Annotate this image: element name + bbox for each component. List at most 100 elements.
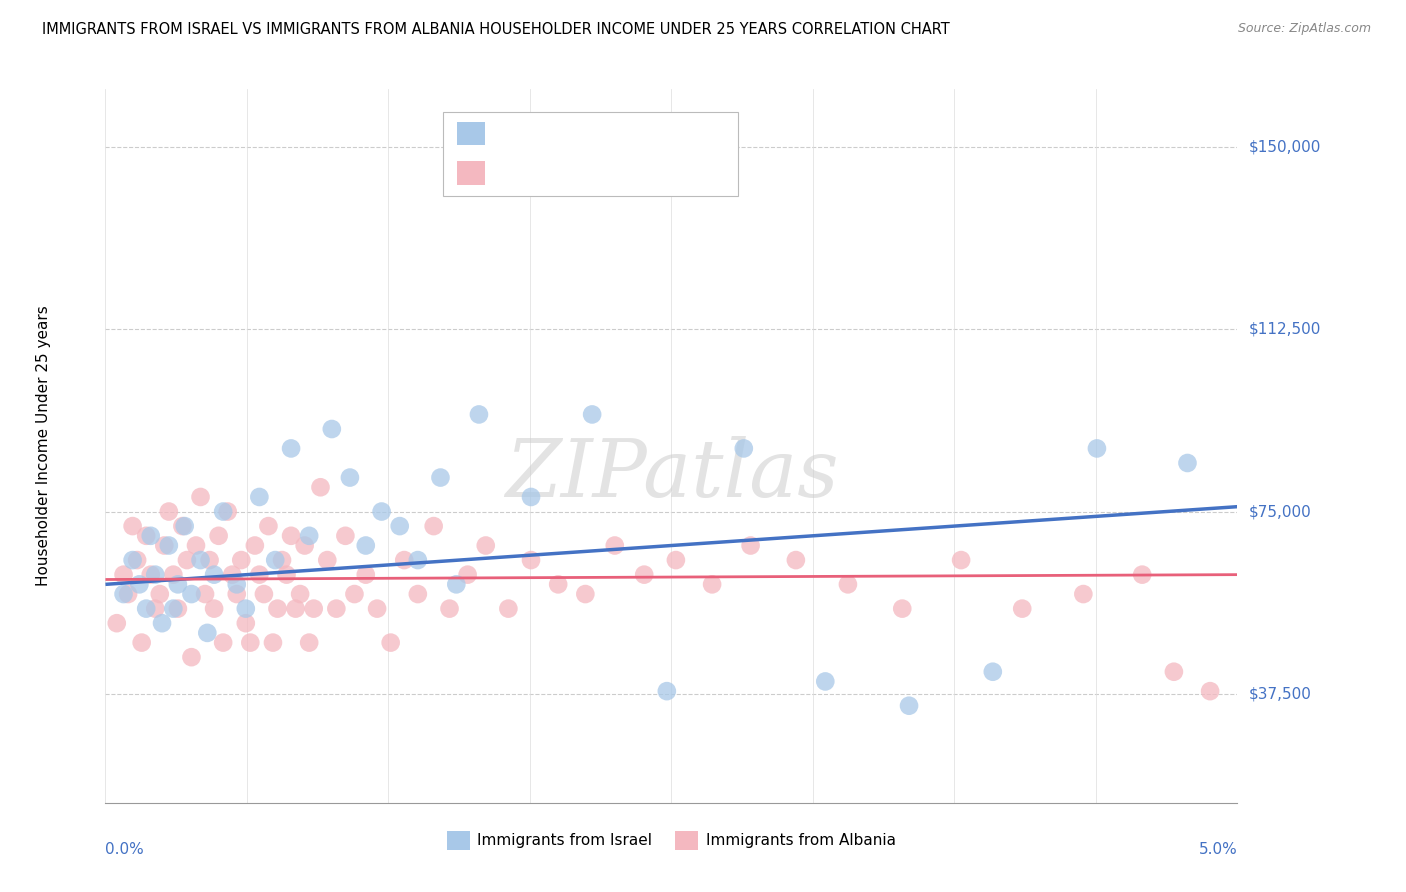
Point xyxy=(167,577,190,591)
Point xyxy=(235,616,257,631)
Point xyxy=(139,567,162,582)
Point xyxy=(814,674,837,689)
Point xyxy=(321,422,343,436)
Point xyxy=(655,684,678,698)
Point xyxy=(422,519,444,533)
Point xyxy=(184,539,207,553)
Point xyxy=(112,587,135,601)
Point xyxy=(457,567,479,582)
Point xyxy=(190,490,212,504)
Point xyxy=(212,504,235,518)
Point xyxy=(298,529,321,543)
Point xyxy=(288,587,311,601)
Point xyxy=(157,539,180,553)
Point xyxy=(520,553,543,567)
Point xyxy=(429,470,451,484)
Point xyxy=(581,408,603,422)
Text: ZIPatlas: ZIPatlas xyxy=(505,436,838,513)
Point xyxy=(225,577,247,591)
Point xyxy=(520,490,543,504)
Point xyxy=(339,470,361,484)
Point xyxy=(785,553,807,567)
Text: R = -0.030   N = 76: R = -0.030 N = 76 xyxy=(492,165,665,179)
Point xyxy=(264,553,287,567)
Point xyxy=(217,504,239,518)
Point xyxy=(1163,665,1185,679)
Point xyxy=(294,539,316,553)
Point xyxy=(139,529,162,543)
Point xyxy=(135,601,157,615)
Point xyxy=(180,587,202,601)
Point xyxy=(221,567,243,582)
Point xyxy=(131,635,153,649)
Legend: Immigrants from Israel, Immigrants from Albania: Immigrants from Israel, Immigrants from … xyxy=(440,825,903,855)
Point xyxy=(112,567,135,582)
Point xyxy=(354,567,377,582)
Point xyxy=(172,519,194,533)
Point xyxy=(898,698,921,713)
Point xyxy=(665,553,688,567)
Point xyxy=(316,553,339,567)
Point xyxy=(394,553,416,567)
Point xyxy=(837,577,859,591)
Point xyxy=(388,519,411,533)
Point xyxy=(298,635,321,649)
Point xyxy=(406,587,429,601)
Point xyxy=(1085,442,1108,456)
Point xyxy=(135,529,157,543)
Point xyxy=(167,601,190,615)
Point xyxy=(143,601,166,615)
Point xyxy=(105,616,128,631)
Point xyxy=(117,587,139,601)
Point xyxy=(354,539,377,553)
Point xyxy=(280,529,302,543)
Point xyxy=(1130,567,1153,582)
Point xyxy=(128,577,150,591)
Point xyxy=(633,567,655,582)
Point xyxy=(157,504,180,518)
Point xyxy=(180,650,202,665)
Point xyxy=(190,553,212,567)
Point xyxy=(1011,601,1033,615)
Point xyxy=(266,601,288,615)
Text: $37,500: $37,500 xyxy=(1249,686,1312,701)
Point xyxy=(343,587,366,601)
Point xyxy=(121,519,143,533)
Point xyxy=(243,539,266,553)
Point xyxy=(406,553,429,567)
Point xyxy=(547,577,569,591)
Point xyxy=(439,601,461,615)
Point xyxy=(253,587,276,601)
Text: 5.0%: 5.0% xyxy=(1198,842,1237,857)
Point xyxy=(162,601,184,615)
Point xyxy=(257,519,280,533)
Point xyxy=(700,577,723,591)
Point xyxy=(740,539,762,553)
Point xyxy=(325,601,347,615)
Point xyxy=(202,601,225,615)
Point xyxy=(380,635,402,649)
Point xyxy=(335,529,357,543)
Point xyxy=(1199,684,1222,698)
Point xyxy=(208,529,231,543)
Point xyxy=(121,553,143,567)
Point xyxy=(195,626,218,640)
Point xyxy=(733,442,755,456)
Point xyxy=(309,480,332,494)
Text: $112,500: $112,500 xyxy=(1249,322,1320,337)
Point xyxy=(446,577,468,591)
Point xyxy=(176,553,198,567)
Point xyxy=(198,553,221,567)
Point xyxy=(981,665,1004,679)
Point xyxy=(498,601,520,615)
Point xyxy=(574,587,596,601)
Point xyxy=(127,553,149,567)
Point xyxy=(231,553,253,567)
Point xyxy=(468,408,491,422)
Point xyxy=(366,601,388,615)
Point xyxy=(239,635,262,649)
Point xyxy=(271,553,294,567)
Text: $150,000: $150,000 xyxy=(1249,140,1320,155)
Point xyxy=(212,635,235,649)
Point xyxy=(173,519,195,533)
